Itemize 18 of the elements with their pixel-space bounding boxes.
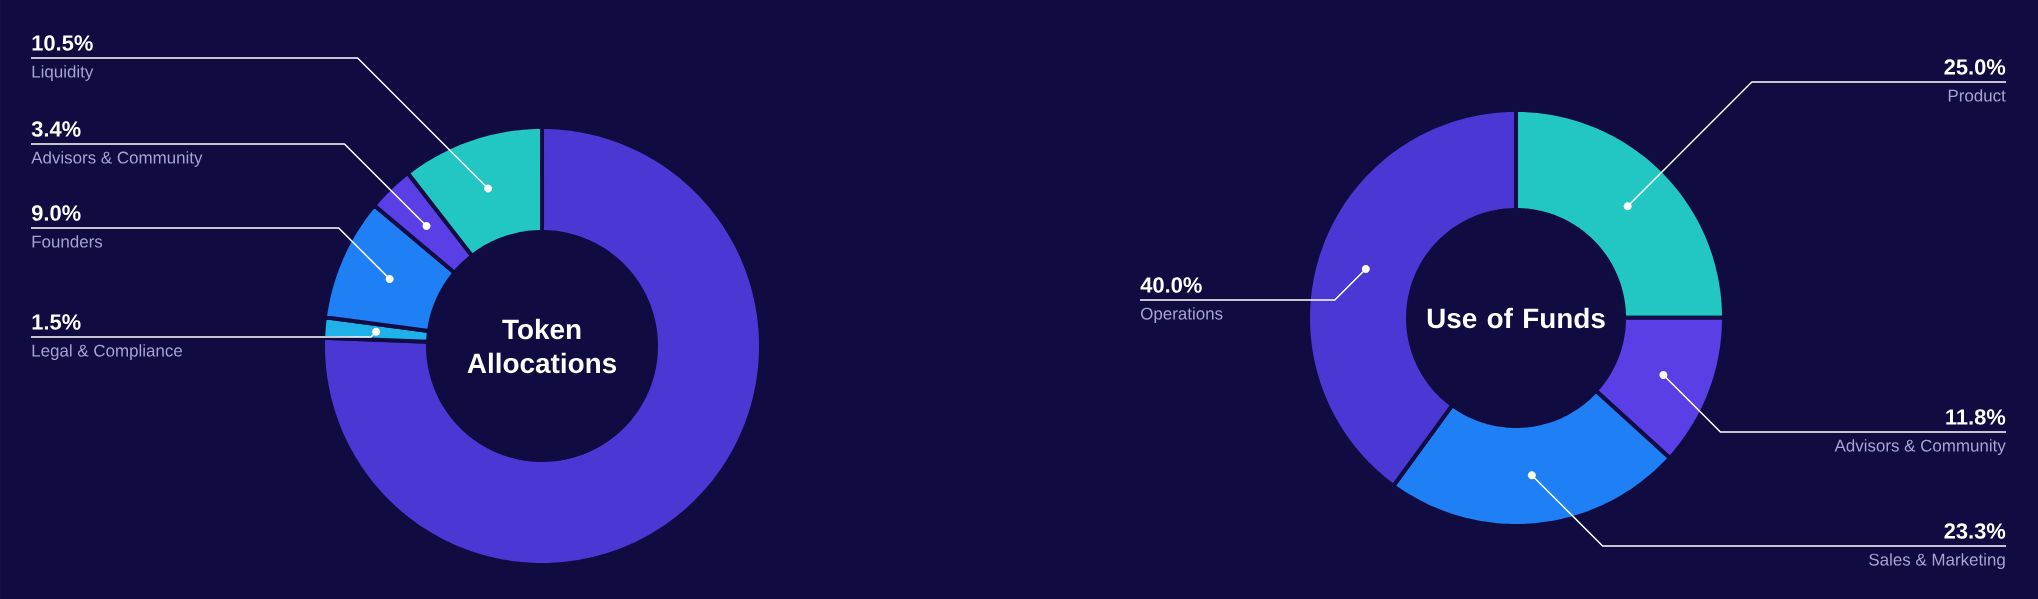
slice-label: Advisors & Community xyxy=(1834,439,2006,455)
data-label: 11.8% xyxy=(1946,409,2006,425)
text: Token Allocations xyxy=(467,318,617,374)
data-label: 23.3% xyxy=(1944,523,2006,539)
slice-label: Operations xyxy=(1141,307,1223,323)
data-label: 10.5% xyxy=(32,35,93,51)
data-label: 3.4% xyxy=(31,121,81,137)
slice-label: Advisors & Community xyxy=(31,151,203,167)
data-label: 40.0% xyxy=(1140,277,1202,293)
data-label: 1.5% xyxy=(32,314,81,330)
data-label: 9.0% xyxy=(31,205,81,221)
slice-label: Product xyxy=(1948,89,2006,102)
slice-label: Sales & Marketing xyxy=(1869,553,2005,569)
slice-label: Liquidity xyxy=(32,65,94,81)
text: Use of Funds xyxy=(1427,307,1605,329)
data-label: 25.0% xyxy=(1944,59,2006,75)
slice-label: Founders xyxy=(32,235,103,248)
slice-label: Legal & Compliance xyxy=(32,344,182,360)
